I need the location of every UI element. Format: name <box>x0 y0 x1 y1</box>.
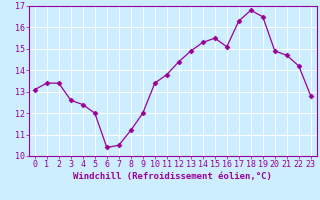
X-axis label: Windchill (Refroidissement éolien,°C): Windchill (Refroidissement éolien,°C) <box>73 172 272 181</box>
